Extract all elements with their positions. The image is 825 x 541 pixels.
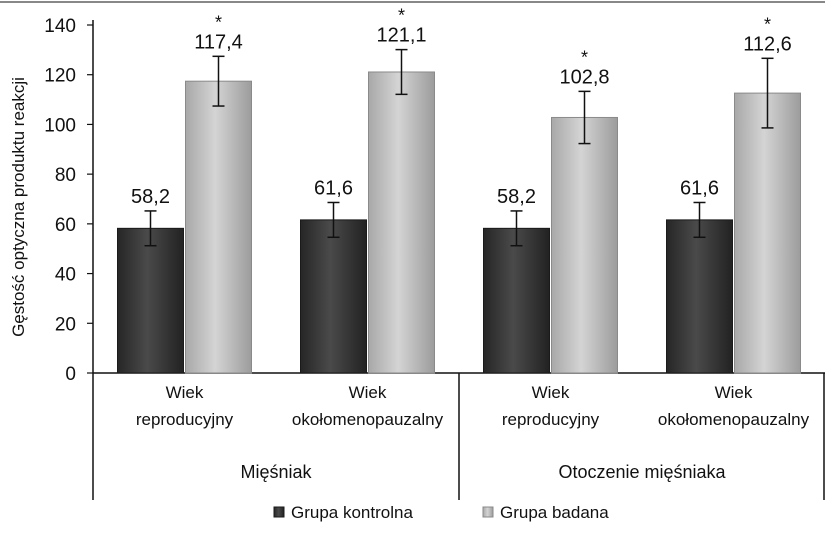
y-tick-label: 140 — [44, 16, 76, 37]
bar-kontrolna — [117, 227, 184, 374]
y-tick-label: 40 — [55, 265, 76, 286]
bar-badana — [185, 80, 252, 374]
bar-badana — [368, 71, 435, 374]
bar-badana — [551, 116, 618, 374]
bar-kontrolna — [483, 227, 550, 374]
group-label: Otoczenie mięśniaka — [558, 462, 726, 482]
x-tick-label: okołomenopauzalny — [292, 410, 444, 429]
data-label: 102,8 — [559, 66, 609, 88]
bar-kontrolna — [666, 219, 733, 374]
x-tick-label: Wiek — [715, 383, 753, 402]
data-label: 117,4 — [194, 31, 243, 53]
significance-marker: * — [764, 14, 771, 34]
y-tick-label: 20 — [55, 314, 76, 335]
x-tick-label: reproducyjny — [136, 410, 234, 429]
data-label: 58,2 — [131, 186, 170, 208]
legend-label: Grupa kontrolna — [291, 503, 413, 522]
group-label: Mięśniak — [240, 462, 312, 482]
significance-marker: * — [581, 47, 588, 67]
x-tick-label: reproducyjny — [502, 410, 600, 429]
data-label: 121,1 — [376, 25, 426, 47]
y-tick-label: 0 — [65, 364, 76, 385]
significance-marker: * — [398, 6, 405, 26]
bar-kontrolna — [300, 219, 367, 374]
data-label: 58,2 — [497, 186, 536, 208]
legend-label: Grupa badana — [500, 503, 609, 522]
y-axis-label: Gęstość optyczna produktu reakcji — [9, 77, 28, 337]
x-tick-label: Wiek — [532, 383, 570, 402]
legend-swatch-badana — [482, 506, 494, 518]
significance-marker: * — [215, 12, 222, 32]
data-label: 61,6 — [680, 177, 719, 199]
y-tick-label: 120 — [44, 66, 76, 87]
x-tick-label: Wiek — [349, 383, 387, 402]
y-tick-label: 80 — [55, 165, 76, 186]
plot-area: 02040608010012014058,2117,4*61,6121,1*58… — [44, 6, 825, 500]
x-tick-label: Wiek — [166, 383, 204, 402]
x-tick-label: okołomenopauzalny — [658, 410, 810, 429]
legend-swatch-kontrolna — [273, 506, 285, 518]
data-label: 112,6 — [743, 33, 792, 55]
bar-badana — [734, 92, 801, 374]
legend: Grupa kontrolna Grupa badana — [273, 503, 609, 522]
data-label: 61,6 — [314, 177, 353, 199]
y-tick-label: 60 — [55, 215, 76, 236]
y-tick-label: 100 — [44, 115, 76, 136]
